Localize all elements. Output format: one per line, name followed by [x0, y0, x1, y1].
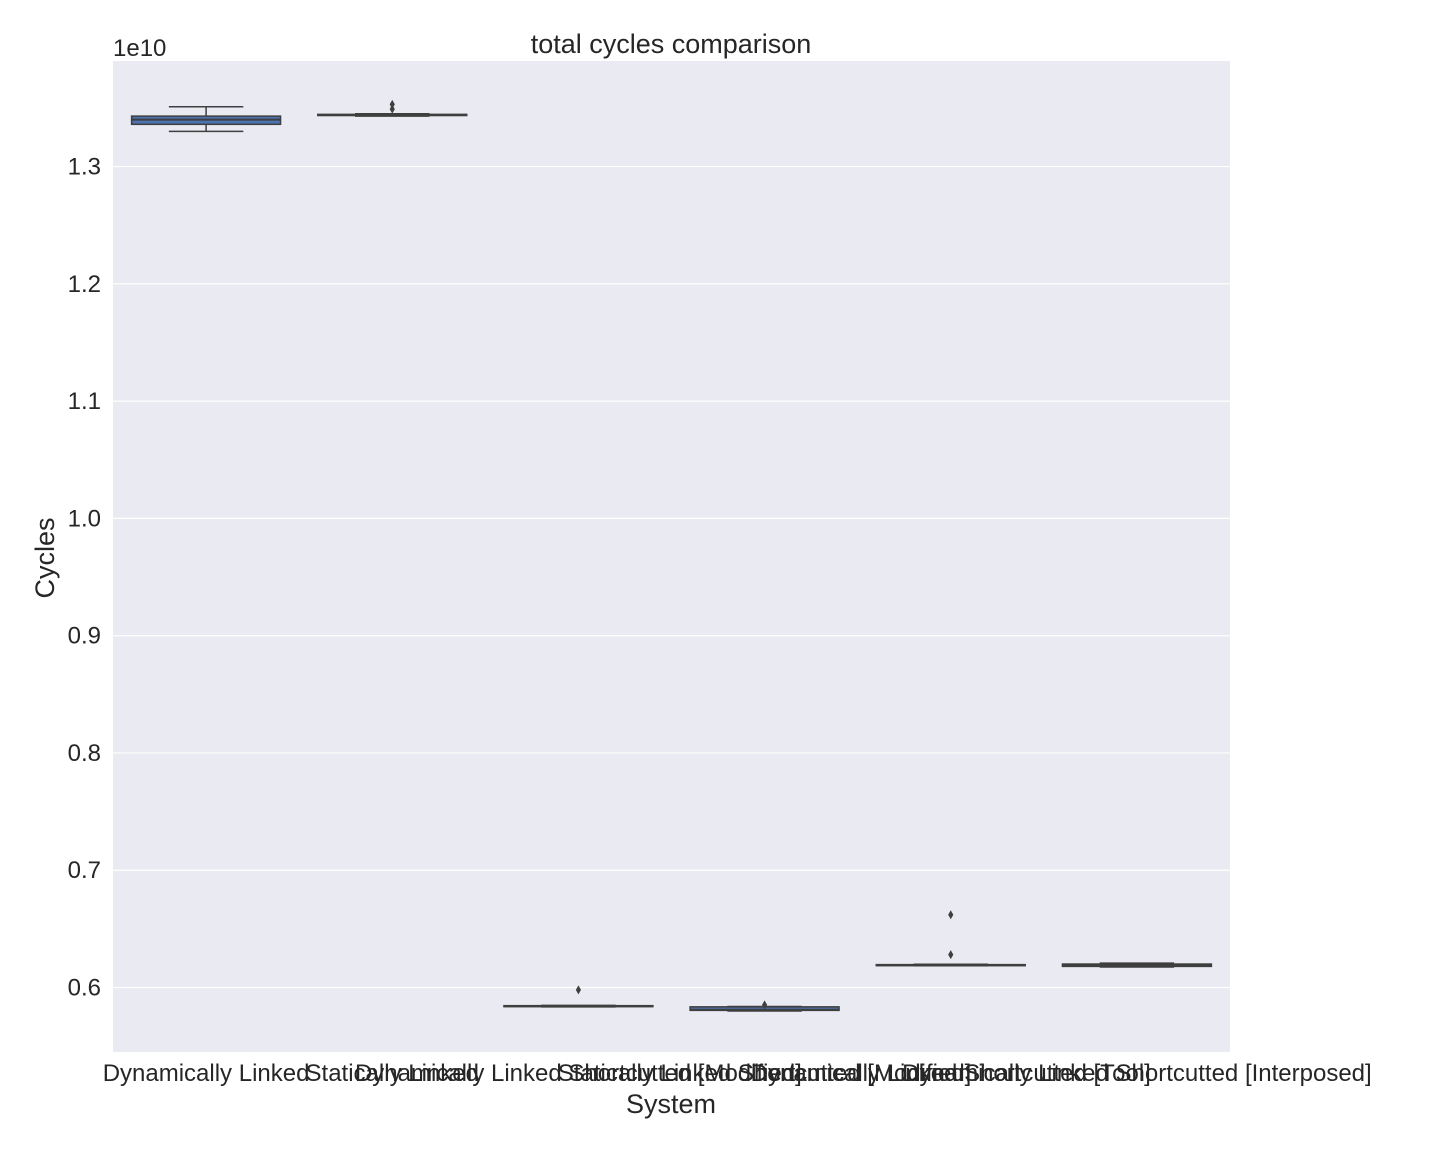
outlier-point — [575, 985, 582, 995]
outlier-point — [389, 99, 395, 109]
x-tick-label: Dynamically Linked Shortcutted [Modified… — [355, 1060, 802, 1087]
y-axis-ticks: 0.6 0.7 0.8 0.9 1.0 1.1 1.2 1.3 — [68, 154, 101, 1002]
chart-title: total cycles comparison — [531, 29, 812, 59]
box-group — [1061, 962, 1213, 968]
y-tick-label: 1.1 — [68, 388, 101, 415]
y-tick-label: 1.2 — [68, 271, 101, 298]
box-layer — [130, 99, 1213, 1012]
outlier-point — [948, 910, 954, 920]
outlier-point — [948, 950, 954, 960]
y-tick-label: 0.8 — [68, 740, 101, 767]
x-tick-label: Dynamically Linked Shortcutted [Tool] — [751, 1060, 1151, 1087]
box-group — [317, 99, 468, 117]
grid-lines — [113, 165, 1230, 989]
box-group — [130, 105, 282, 133]
plot-area — [113, 61, 1230, 1052]
outlier-point — [761, 1000, 768, 1010]
x-axis-title: System — [626, 1089, 716, 1119]
y-tick-label: 1.0 — [68, 505, 101, 532]
y-tick-label: 0.9 — [68, 623, 101, 650]
y-tick-label: 0.7 — [68, 857, 101, 884]
box-group — [689, 1000, 840, 1012]
outlier-point — [389, 104, 395, 114]
x-tick-label: Statically Linked — [306, 1060, 479, 1087]
y-tick-label: 0.6 — [68, 974, 101, 1001]
x-tick-label: Dynamically Linked — [103, 1060, 310, 1087]
y-offset-label: 1e10 — [113, 35, 166, 62]
box-group — [875, 910, 1026, 967]
x-tick-label: Dynamically Linked Shortcutted [Interpos… — [902, 1060, 1372, 1087]
y-axis-title: Cycles — [30, 517, 60, 598]
box-group — [503, 985, 654, 1008]
x-tick-label: Statically Linked Shortcutted [Modified] — [558, 1060, 972, 1087]
y-tick-label: 1.3 — [68, 154, 101, 181]
